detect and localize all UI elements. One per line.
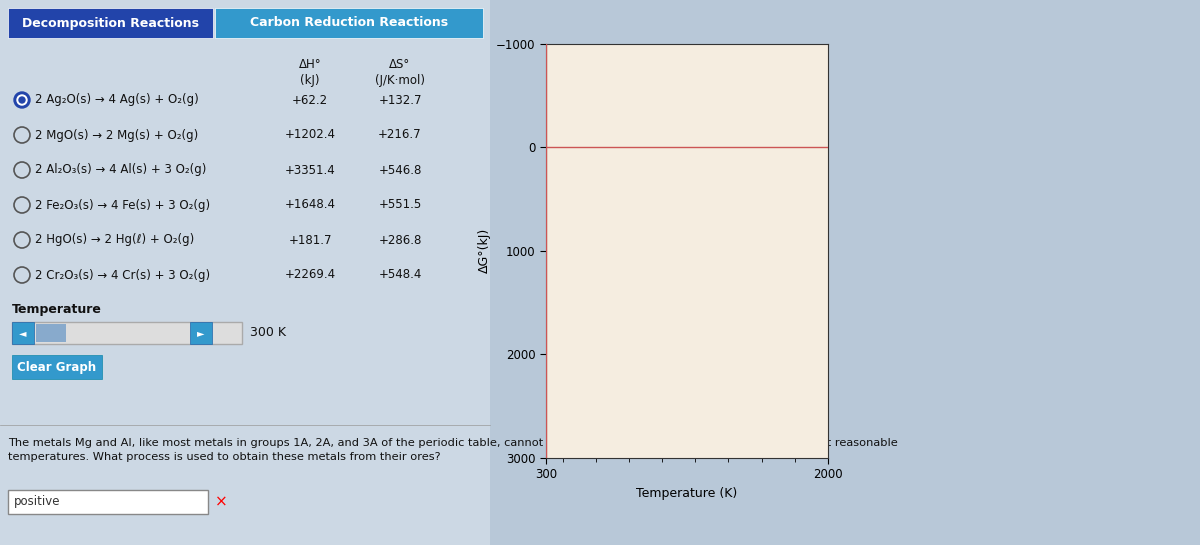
Text: +132.7: +132.7	[378, 94, 421, 106]
Text: +286.8: +286.8	[378, 233, 421, 246]
Text: ◄: ◄	[19, 328, 26, 338]
Text: +3351.4: +3351.4	[284, 164, 335, 177]
Bar	[12, 355, 102, 379]
Text: Temperature: Temperature	[12, 304, 102, 317]
Text: ΔS°
(J/K·mol): ΔS° (J/K·mol)	[374, 58, 425, 87]
Text: +181.7: +181.7	[288, 233, 331, 246]
Bar	[36, 324, 66, 342]
Text: +548.4: +548.4	[378, 269, 421, 282]
Bar	[8, 8, 214, 38]
Bar	[12, 322, 242, 344]
Text: The metals Mg and Al, like most metals in groups 1A, 2A, and 3A of the periodic : The metals Mg and Al, like most metals i…	[8, 438, 898, 462]
Text: 2 Al₂O₃(s) → 4 Al(s) + 3 O₂(g): 2 Al₂O₃(s) → 4 Al(s) + 3 O₂(g)	[35, 164, 206, 177]
Text: 2 Fe₂O₃(s) → 4 Fe(s) + 3 O₂(g): 2 Fe₂O₃(s) → 4 Fe(s) + 3 O₂(g)	[35, 198, 210, 211]
Circle shape	[14, 92, 30, 108]
Text: ×: ×	[215, 494, 228, 510]
Text: 2 Cr₂O₃(s) → 4 Cr(s) + 3 O₂(g): 2 Cr₂O₃(s) → 4 Cr(s) + 3 O₂(g)	[35, 269, 210, 282]
Bar	[0, 0, 490, 545]
Text: 2 MgO(s) → 2 Mg(s) + O₂(g): 2 MgO(s) → 2 Mg(s) + O₂(g)	[35, 129, 198, 142]
Text: Carbon Reduction Reactions: Carbon Reduction Reactions	[250, 16, 448, 29]
Text: Decomposition Reactions: Decomposition Reactions	[22, 16, 198, 29]
Bar	[8, 490, 208, 514]
Text: +1202.4: +1202.4	[284, 129, 336, 142]
Text: +546.8: +546.8	[378, 164, 421, 177]
Text: Clear Graph: Clear Graph	[18, 360, 96, 373]
Text: ►: ►	[197, 328, 205, 338]
Bar	[12, 322, 34, 344]
Text: 2 HgO(s) → 2 Hg(ℓ) + O₂(g): 2 HgO(s) → 2 Hg(ℓ) + O₂(g)	[35, 233, 194, 246]
Text: +2269.4: +2269.4	[284, 269, 336, 282]
X-axis label: Temperature (K): Temperature (K)	[636, 487, 738, 500]
Text: +1648.4: +1648.4	[284, 198, 336, 211]
Text: +216.7: +216.7	[378, 129, 422, 142]
Text: 2 Ag₂O(s) → 4 Ag(s) + O₂(g): 2 Ag₂O(s) → 4 Ag(s) + O₂(g)	[35, 94, 199, 106]
Bar	[215, 8, 482, 38]
Text: 300 K: 300 K	[250, 326, 286, 340]
Circle shape	[19, 97, 25, 103]
Circle shape	[17, 95, 28, 105]
Text: ΔH°
(kJ): ΔH° (kJ)	[299, 58, 322, 87]
Bar	[190, 322, 212, 344]
Text: positive: positive	[14, 495, 60, 508]
Text: +551.5: +551.5	[378, 198, 421, 211]
Text: +62.2: +62.2	[292, 94, 328, 106]
Y-axis label: ΔG°(kJ): ΔG°(kJ)	[478, 228, 491, 274]
